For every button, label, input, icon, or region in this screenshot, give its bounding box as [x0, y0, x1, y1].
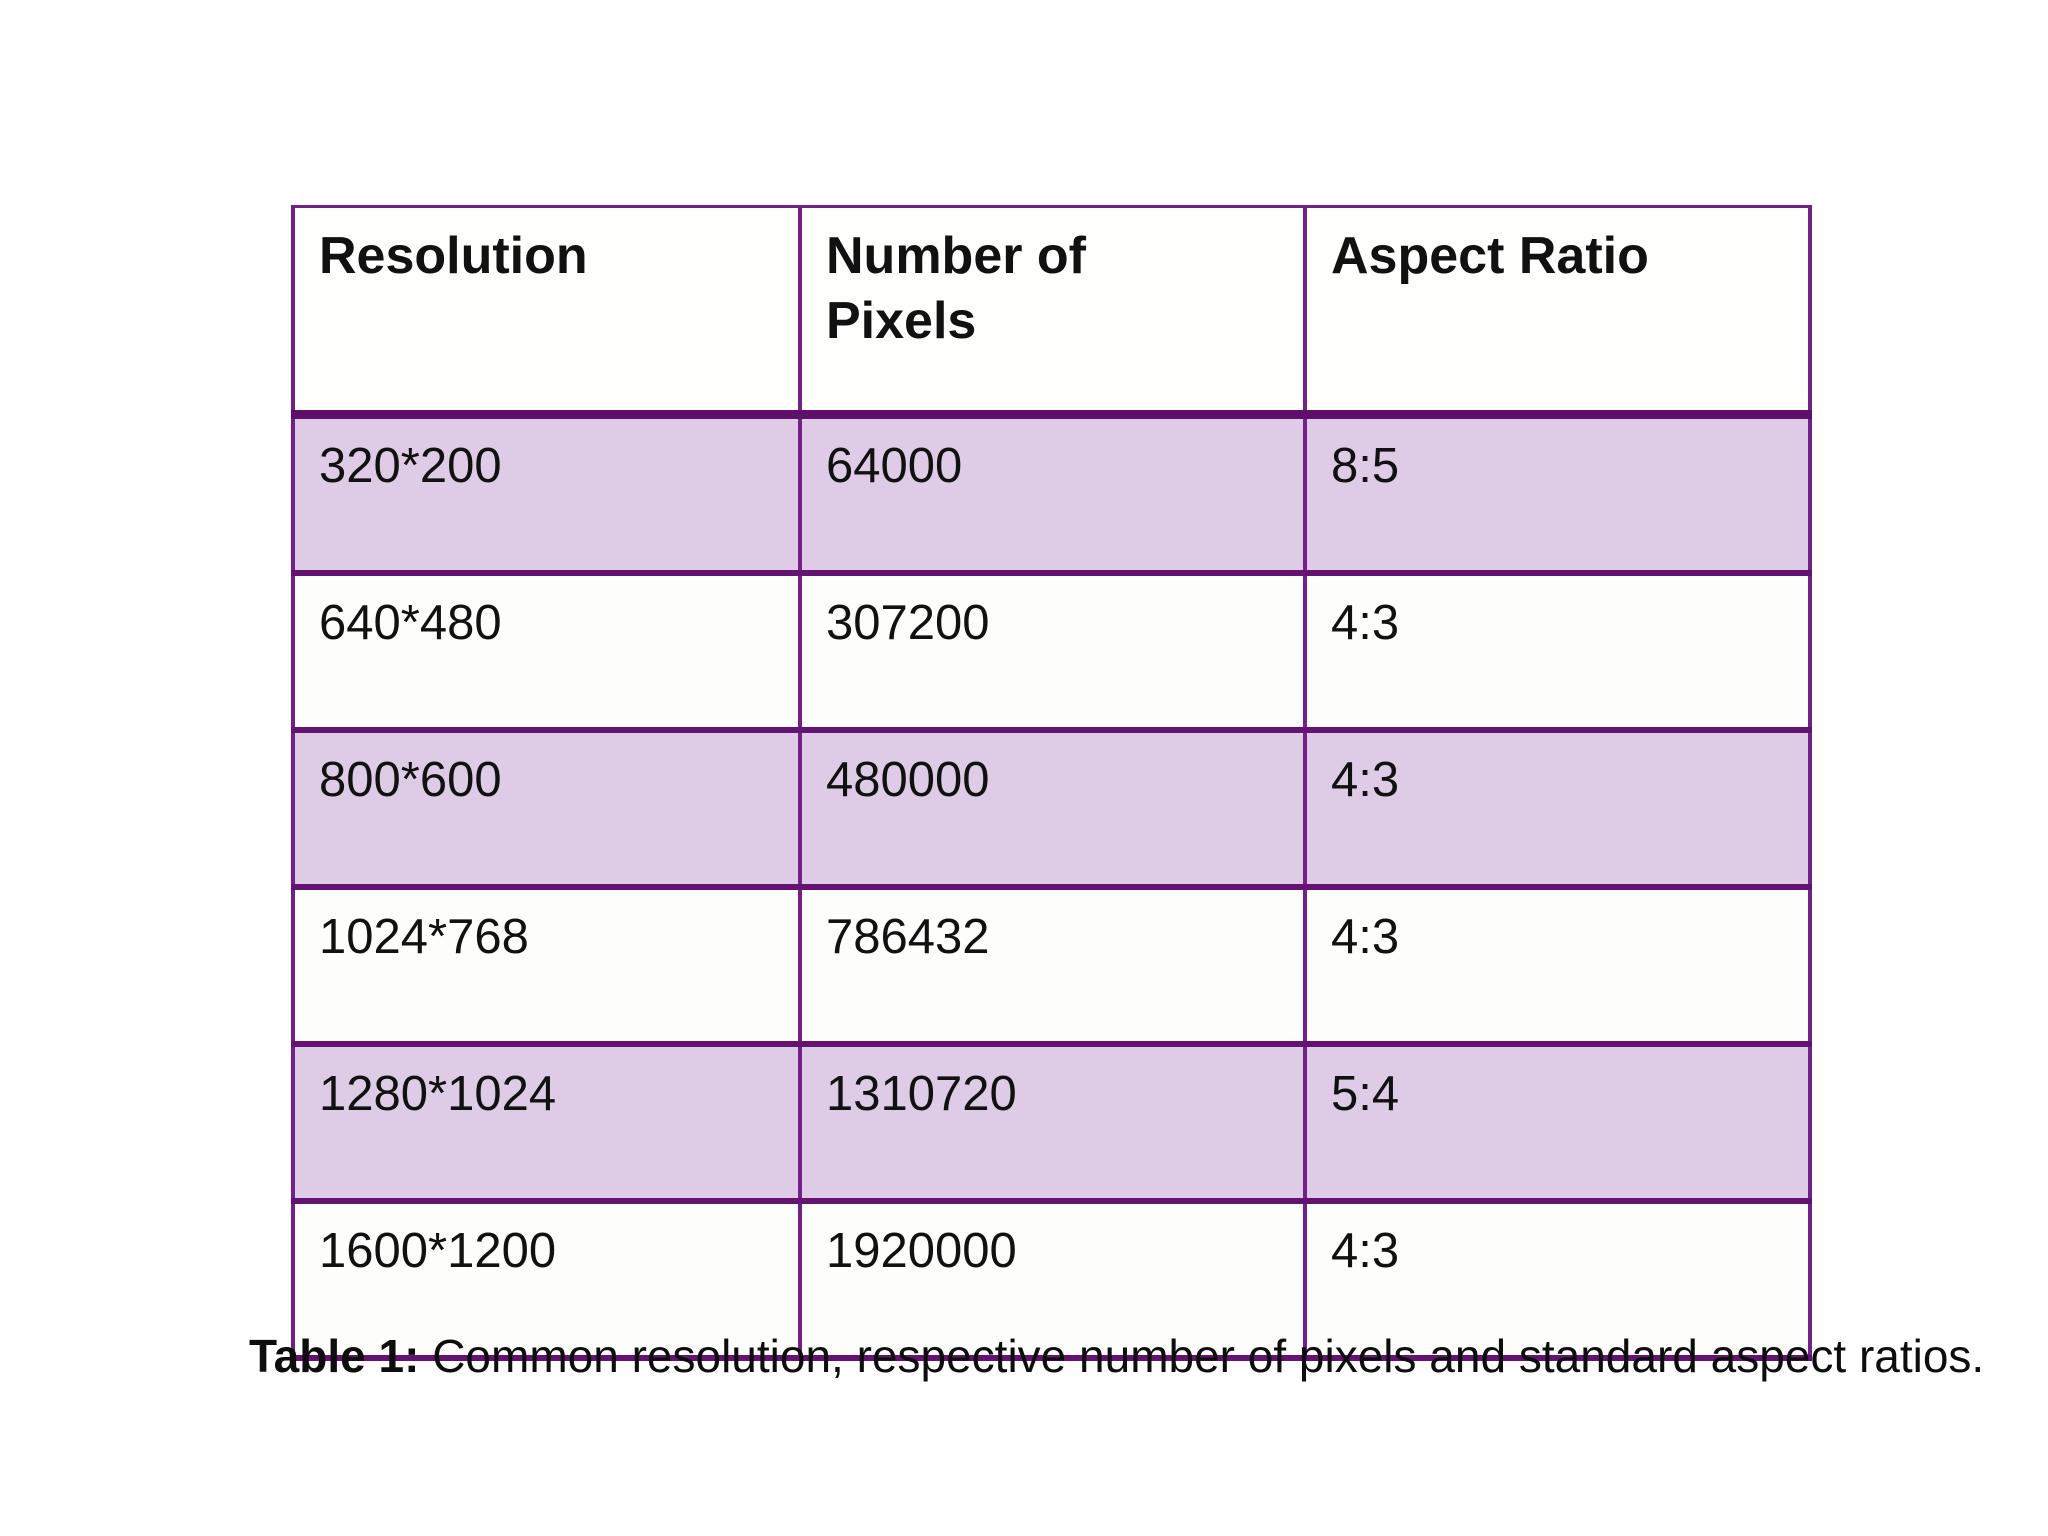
table-row: 800*600 480000 4:3 [291, 730, 1812, 890]
column-header-aspect-ratio-label: Aspect Ratio [1331, 227, 1649, 285]
cell-aspect-ratio: 4:3 [1303, 887, 1812, 1047]
cell-number-of-pixels: 1310720 [798, 1044, 1307, 1204]
cell-resolution: 800*600 [291, 730, 802, 890]
table-row: 1024*768 786432 4:3 [291, 887, 1812, 1047]
table-row: 1280*1024 1310720 5:4 [291, 1044, 1812, 1204]
cell-resolution: 1024*768 [291, 887, 802, 1047]
cell-aspect-ratio: 5:4 [1303, 1044, 1812, 1204]
cell-aspect-ratio: 4:3 [1303, 573, 1812, 733]
column-header-number-of-pixels-label: Number of Pixels [826, 227, 1086, 350]
column-header-resolution-label: Resolution [319, 227, 588, 285]
cell-aspect-ratio: 4:3 [1303, 1201, 1812, 1361]
caption-text: Common resolution, respective number of … [432, 1330, 1985, 1382]
cell-number-of-pixels: 64000 [798, 414, 1307, 576]
table-row: 1600*1200 1920000 4:3 [291, 1201, 1812, 1361]
column-header-number-of-pixels: Number of Pixels [798, 205, 1307, 419]
cell-resolution: 320*200 [291, 414, 802, 576]
column-header-resolution: Resolution [291, 205, 802, 419]
cell-resolution: 1280*1024 [291, 1044, 802, 1204]
column-header-aspect-ratio: Aspect Ratio [1303, 205, 1812, 419]
resolution-table: Resolution Number of Pixels Aspect Ratio… [291, 205, 1812, 1361]
cell-resolution: 640*480 [291, 573, 802, 733]
cell-number-of-pixels: 480000 [798, 730, 1307, 890]
caption-label: Table 1: [249, 1330, 420, 1382]
cell-aspect-ratio: 4:3 [1303, 730, 1812, 890]
cell-resolution: 1600*1200 [291, 1201, 802, 1361]
cell-number-of-pixels: 1920000 [798, 1201, 1307, 1361]
cell-number-of-pixels: 307200 [798, 573, 1307, 733]
cell-number-of-pixels: 786432 [798, 887, 1307, 1047]
table-header-row: Resolution Number of Pixels Aspect Ratio [291, 205, 1812, 419]
table-row: 320*200 64000 8:5 [291, 414, 1812, 576]
table-row: 640*480 307200 4:3 [291, 573, 1812, 733]
cell-aspect-ratio: 8:5 [1303, 414, 1812, 576]
table-caption: Table 1: Common resolution, respective n… [249, 1322, 2048, 1390]
